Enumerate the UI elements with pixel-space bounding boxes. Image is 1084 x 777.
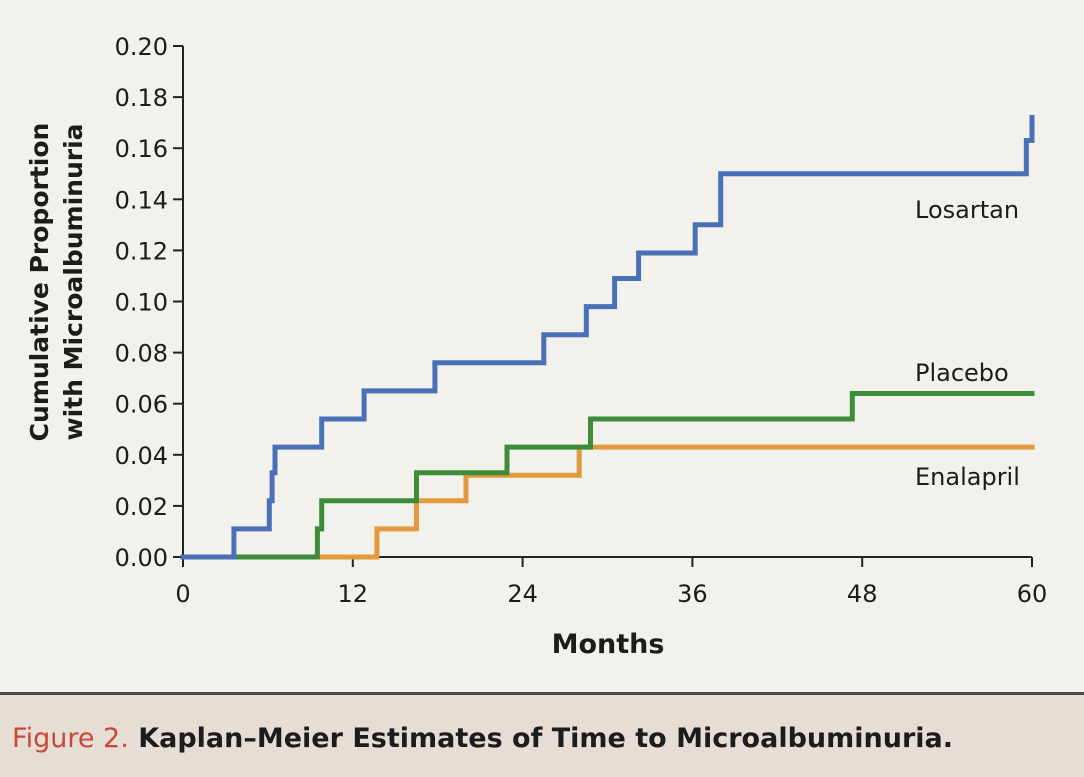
x-axis-label: Months <box>552 629 665 660</box>
figure-title: Kaplan–Meier Estimates of Time to Microa… <box>138 723 953 754</box>
y-axis-label: Cumulative Proportion with Microalbuminu… <box>25 123 88 442</box>
y-tick-label: 0.00 <box>115 544 168 572</box>
caption-bar: Figure 2. Kaplan–Meier Estimates of Time… <box>0 692 1084 777</box>
series-label-enalapril: Enalapril <box>915 463 1020 491</box>
y-tick-label: 0.16 <box>115 135 168 163</box>
x-tick-label: 48 <box>847 580 878 608</box>
y-tick-label: 0.14 <box>115 186 168 214</box>
y-tick-label: 0.20 <box>115 33 168 61</box>
y-axis-label-line-1: Cumulative Proportion <box>25 123 54 442</box>
x-tick-label: 24 <box>507 580 538 608</box>
x-tick-label: 60 <box>1017 580 1048 608</box>
series-labels: Losartan Placebo Enalapril <box>915 196 1020 491</box>
y-tick-label: 0.10 <box>115 289 168 317</box>
y-tick-label: 0.12 <box>115 237 168 265</box>
y-tick-label: 0.02 <box>115 493 168 521</box>
kaplan-meier-chart: 0.00 0.02 0.04 0.06 0.08 0.10 0.12 0.14 0.16 0.18… <box>25 33 1048 660</box>
axes: 0.00 0.02 0.04 0.06 0.08 0.10 0.12 0.14 0.16 0.18… <box>115 33 1048 608</box>
series-label-losartan: Losartan <box>915 196 1019 224</box>
x-tick-label: 0 <box>175 580 190 608</box>
series-line-placebo <box>180 391 1035 560</box>
y-axis-label-line-2: with Microalbuminuria <box>59 123 88 440</box>
figure-caption: Figure 2. Kaplan–Meier Estimates of Time… <box>12 723 953 754</box>
y-tick-label: 0.06 <box>115 391 168 419</box>
y-tick-label: 0.18 <box>115 84 168 112</box>
figure-number: Figure 2. <box>12 723 129 754</box>
y-tick-label: 0.08 <box>115 340 168 368</box>
series-line-enalapril <box>180 444 1035 560</box>
series-label-placebo: Placebo <box>915 359 1009 387</box>
series-line-losartan <box>180 115 1035 560</box>
x-tick-label: 36 <box>677 580 708 608</box>
y-tick-label: 0.04 <box>115 442 168 470</box>
series-lines <box>180 115 1035 560</box>
x-tick-label: 12 <box>338 580 369 608</box>
